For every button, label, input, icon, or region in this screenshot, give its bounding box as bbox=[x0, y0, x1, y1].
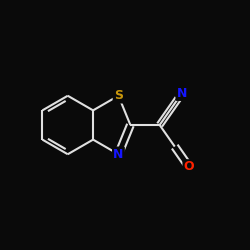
Text: S: S bbox=[114, 89, 123, 102]
Text: N: N bbox=[177, 87, 187, 100]
Text: N: N bbox=[113, 148, 124, 161]
Text: O: O bbox=[184, 160, 194, 173]
